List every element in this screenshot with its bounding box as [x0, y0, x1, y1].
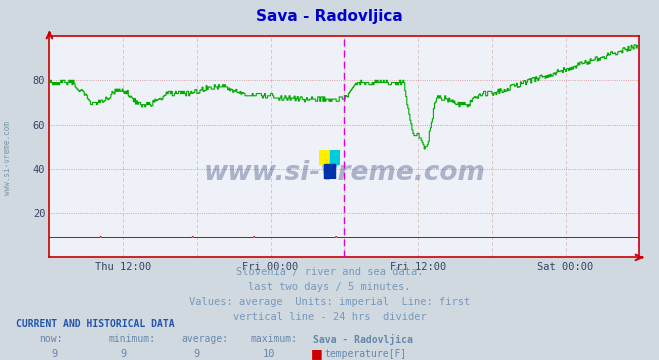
Bar	[324, 165, 335, 179]
Bar	[319, 150, 330, 165]
Text: temperature[F]: temperature[F]	[325, 348, 407, 359]
Text: now:: now:	[40, 334, 63, 344]
Text: 10: 10	[262, 348, 275, 359]
Text: Slovenia / river and sea data.: Slovenia / river and sea data.	[236, 267, 423, 277]
Text: average:: average:	[181, 334, 228, 344]
Text: maximum:: maximum:	[250, 334, 297, 344]
Text: last two days / 5 minutes.: last two days / 5 minutes.	[248, 282, 411, 292]
Bar	[330, 150, 340, 165]
Text: 9: 9	[193, 348, 199, 359]
Text: www.si-vreme.com: www.si-vreme.com	[3, 121, 13, 195]
Text: CURRENT AND HISTORICAL DATA: CURRENT AND HISTORICAL DATA	[16, 319, 175, 329]
Text: Values: average  Units: imperial  Line: first: Values: average Units: imperial Line: fi…	[189, 297, 470, 307]
Text: Sava - Radovljica: Sava - Radovljica	[256, 9, 403, 24]
Text: ■: ■	[311, 347, 323, 360]
Text: www.si-vreme.com: www.si-vreme.com	[204, 160, 485, 186]
Text: vertical line - 24 hrs  divider: vertical line - 24 hrs divider	[233, 312, 426, 322]
Text: Sava - Radovljica: Sava - Radovljica	[313, 334, 413, 345]
Text: 9: 9	[51, 348, 57, 359]
Text: 9: 9	[121, 348, 127, 359]
Text: minimum:: minimum:	[109, 334, 156, 344]
